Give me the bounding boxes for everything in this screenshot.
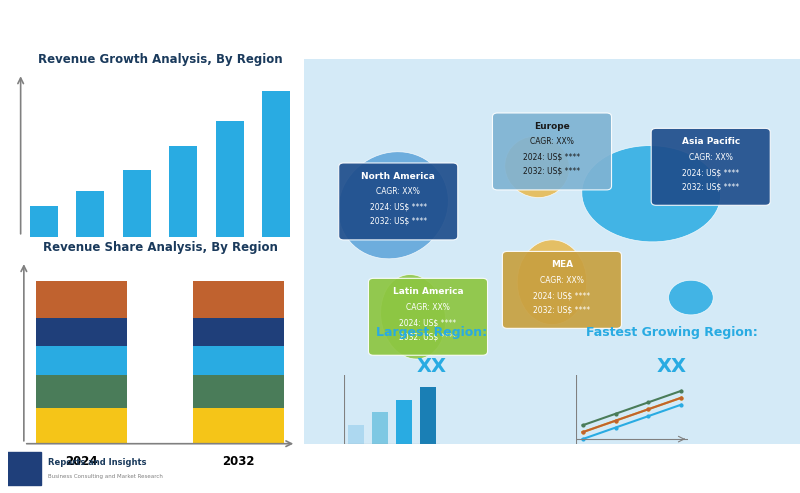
Text: Europe: Europe (534, 122, 570, 131)
Ellipse shape (669, 280, 714, 315)
Bar (193, 346, 284, 375)
Bar (36, 281, 127, 318)
Bar (36, 318, 127, 346)
Text: Asia Pacific: Asia Pacific (682, 138, 740, 146)
Text: 2024: US$ ****: 2024: US$ **** (682, 168, 739, 177)
Text: MEA: MEA (551, 260, 573, 269)
Bar (348, 425, 365, 444)
Bar (193, 318, 284, 346)
Bar (371, 412, 389, 444)
Text: 2024: 2024 (65, 455, 98, 468)
Bar (262, 91, 290, 237)
Text: GLOBAL PICK AND PLACE MACHINES MARKET REGIONAL LEVEL ANALYSIS: GLOBAL PICK AND PLACE MACHINES MARKET RE… (10, 26, 554, 39)
Text: 2032: 2032 (222, 455, 254, 468)
Bar (30, 206, 58, 237)
Text: 2032: US$ ****: 2032: US$ **** (370, 217, 427, 226)
Text: XX: XX (657, 356, 687, 376)
Text: CAGR: XX%: CAGR: XX% (530, 138, 574, 146)
Text: 2032: US$ ****: 2032: US$ **** (523, 167, 581, 176)
Text: CAGR: XX%: CAGR: XX% (540, 276, 584, 285)
Bar (170, 145, 197, 237)
Title: Revenue Growth Analysis, By Region: Revenue Growth Analysis, By Region (38, 53, 282, 67)
Text: 2024: US$ ****: 2024: US$ **** (370, 203, 427, 211)
Title: Revenue Share Analysis, By Region: Revenue Share Analysis, By Region (42, 241, 278, 254)
Text: CAGR: XX%: CAGR: XX% (406, 303, 450, 312)
Bar (216, 121, 244, 237)
Ellipse shape (582, 145, 721, 242)
Bar (36, 408, 127, 444)
Bar (123, 170, 150, 237)
Bar (36, 375, 127, 408)
Text: CAGR: XX%: CAGR: XX% (376, 187, 420, 196)
Text: 2032: US$ ****: 2032: US$ **** (682, 182, 739, 191)
FancyBboxPatch shape (338, 163, 458, 240)
Bar (76, 191, 104, 237)
Text: Largest Region:: Largest Region: (377, 326, 487, 339)
Ellipse shape (381, 275, 446, 359)
Text: 2024: US$ ****: 2024: US$ **** (534, 291, 590, 300)
FancyBboxPatch shape (493, 113, 611, 190)
FancyBboxPatch shape (502, 251, 622, 328)
Bar (36, 346, 127, 375)
Bar (420, 387, 437, 444)
Text: 2024: US$ ****: 2024: US$ **** (523, 153, 581, 162)
Bar (193, 375, 284, 408)
Text: 2032: US$ ****: 2032: US$ **** (399, 332, 457, 341)
FancyBboxPatch shape (304, 59, 800, 444)
Ellipse shape (338, 152, 448, 259)
Text: XX: XX (417, 356, 447, 376)
Bar (396, 400, 413, 444)
Bar (193, 408, 284, 444)
FancyBboxPatch shape (369, 279, 487, 355)
Bar (193, 281, 284, 318)
Text: North America: North America (362, 172, 435, 181)
FancyBboxPatch shape (6, 452, 41, 485)
Text: Reports and Insights: Reports and Insights (48, 458, 147, 467)
Text: 2032: US$ ****: 2032: US$ **** (534, 305, 590, 315)
Ellipse shape (505, 136, 570, 198)
Text: Business Consulting and Market Research: Business Consulting and Market Research (48, 474, 163, 479)
Ellipse shape (518, 240, 586, 324)
Text: Latin America: Latin America (393, 287, 463, 296)
Text: Fastest Growing Region:: Fastest Growing Region: (586, 326, 758, 339)
Text: 2024: US$ ****: 2024: US$ **** (399, 318, 457, 327)
FancyBboxPatch shape (651, 128, 770, 205)
Text: CAGR: XX%: CAGR: XX% (689, 153, 733, 162)
